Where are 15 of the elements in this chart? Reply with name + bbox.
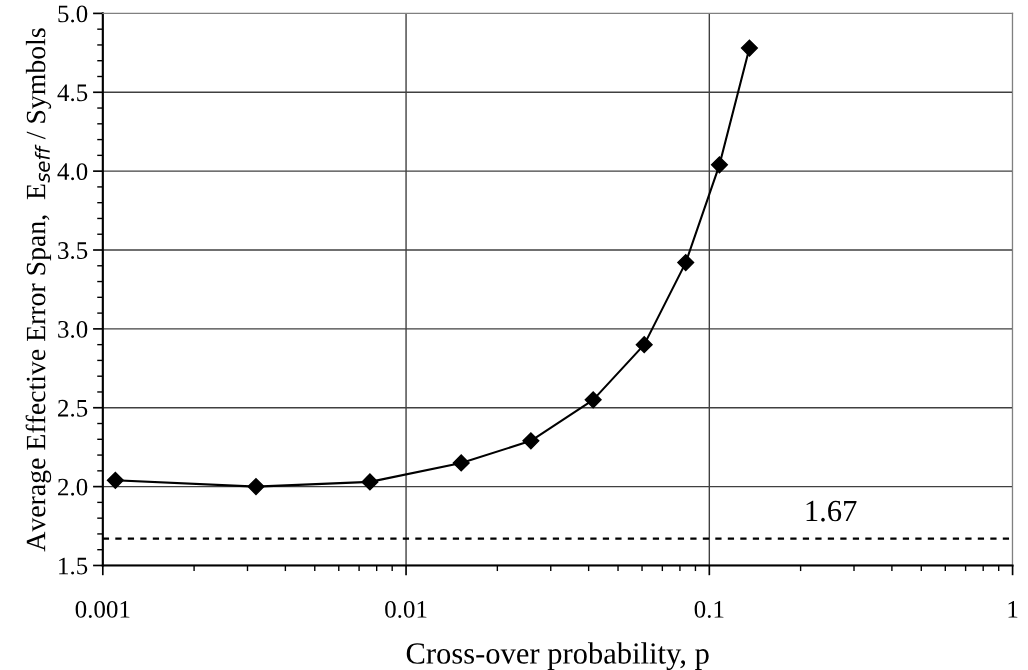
x-tick-label: 0.01	[385, 600, 427, 618]
y-tick-label: 3.5	[58, 242, 88, 260]
y-axis-title: Average Effective Error Span, E$_{seff}$ / Symbols	[25, 28, 52, 552]
y-tick-label: 4.0	[57, 163, 88, 181]
x-axis-title: Cross-over probability, p	[406, 642, 709, 670]
y-tick-label: 2.0	[58, 478, 88, 496]
y-tick-label: 1.5	[59, 557, 88, 575]
y-tick-label: 5.0	[58, 5, 88, 23]
y-tick-label: 3.0	[58, 320, 88, 338]
x-tick-label: 1	[1008, 601, 1018, 618]
y-tick-label: 4.5	[57, 84, 88, 102]
x-tick-label: 0.1	[694, 600, 724, 618]
y-tick-label: 2.5	[58, 399, 88, 417]
x-tick-label: 0.001	[75, 600, 130, 618]
ref-line-label: 1.67	[806, 500, 857, 522]
